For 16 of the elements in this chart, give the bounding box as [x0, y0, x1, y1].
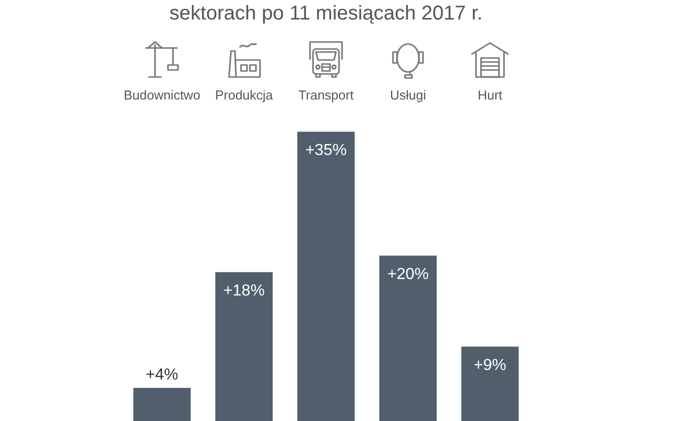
bar	[133, 388, 191, 421]
data-label: +18%	[223, 282, 265, 300]
x-tick-label: Hurt	[478, 87, 503, 102]
x-tick-label: Produkcja	[215, 87, 274, 102]
data-label: +35%	[305, 142, 347, 160]
data-label: +9%	[474, 356, 506, 374]
x-tick-label: Usługi	[390, 87, 426, 102]
bar	[215, 272, 273, 421]
bar	[379, 256, 437, 421]
x-tick-label: Budownictwo	[124, 87, 200, 102]
chart-title: sektorach po 11 miesiącach 2017 r.	[169, 2, 483, 25]
data-label: +20%	[387, 266, 429, 284]
bar	[297, 132, 355, 421]
x-tick-label: Transport	[298, 87, 354, 102]
data-label: +4%	[146, 366, 178, 384]
bar	[461, 346, 519, 421]
